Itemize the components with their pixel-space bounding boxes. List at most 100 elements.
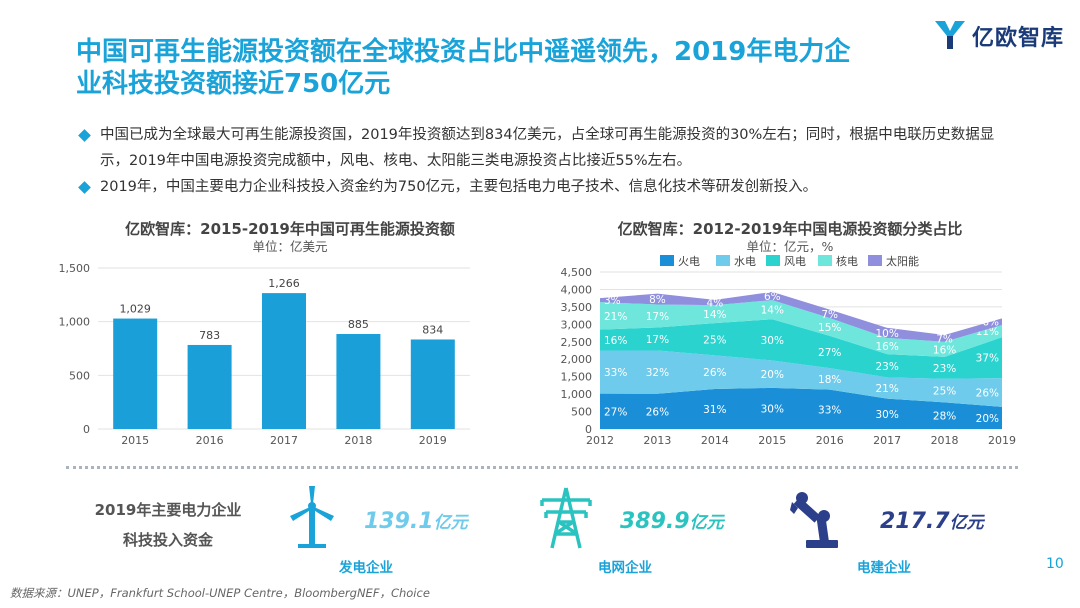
area-chart-x-tick-label: 2015	[758, 434, 786, 447]
area-chart-data-label: 32%	[646, 367, 669, 379]
area-chart-data-label: 33%	[604, 367, 627, 379]
area-chart-data-label: 31%	[703, 404, 726, 416]
area-chart-data-label: 8%	[649, 294, 666, 306]
bar-chart-bar	[187, 344, 232, 429]
area-chart-data-label: 27%	[604, 406, 627, 418]
investment-value-unit: 亿元	[949, 513, 984, 533]
diamond-bullet-icon	[78, 129, 91, 142]
area-chart-data-label: 7%	[936, 333, 953, 345]
investment-label-line1: 2019年主要电力企业	[94, 501, 242, 519]
area-chart-data-label: 30%	[875, 409, 898, 421]
investment-value-number: 389.9	[620, 509, 690, 534]
investment-value-unit: 亿元	[689, 513, 724, 533]
investment-name: 发电企业	[339, 560, 393, 576]
bar-chart-bar	[262, 293, 306, 429]
area-chart-unit: 单位：亿元，%	[746, 239, 834, 254]
area-chart-data-label: 20%	[976, 413, 999, 425]
area-chart-data-label: 25%	[703, 334, 726, 346]
area-chart-data-label: 17%	[646, 334, 669, 346]
area-chart-data-label: 23%	[933, 363, 956, 375]
bar-chart-y-tick-label: 500	[69, 369, 90, 382]
area-chart-data-label: 21%	[875, 383, 898, 395]
area-chart-data-label: 16%	[875, 341, 898, 353]
area-chart-data-label: 25%	[933, 386, 956, 398]
investment-value: 389.9亿元	[620, 508, 724, 534]
area-chart-y-tick-label: 1,000	[561, 388, 593, 401]
area-chart-data-label: 37%	[976, 353, 999, 365]
area-chart-data-label: 26%	[703, 367, 726, 379]
area-chart-legend-label: 太阳能	[886, 254, 919, 268]
bar-chart-data-label: 1,029	[119, 303, 151, 316]
area-chart-x-tick-label: 2013	[643, 434, 671, 447]
area-chart-legend-label: 风电	[784, 255, 806, 268]
bullet-item: 2019年，中国主要电力企业科技投入资金约为750亿元，主要包括电力电子技术、信…	[76, 174, 1016, 200]
bar-chart-x-tick-label: 2016	[196, 434, 224, 447]
bullet-item: 中国已成为全球最大可再生能源投资国，2019年投资额达到834亿美元，占全球可再…	[76, 122, 1016, 174]
area-chart-y-tick-label: 4,500	[561, 266, 593, 279]
bar-chart-title: 亿欧智库：2015-2019年中国可再生能源投资额	[125, 220, 455, 238]
bar-chart-data-label: 834	[422, 323, 443, 336]
investment-label: 2019年主要电力企业 科技投入资金	[80, 495, 256, 555]
page-number: 10	[1046, 556, 1064, 572]
area-chart-data-label: 11%	[976, 326, 999, 338]
investment-value-number: 217.7	[880, 509, 950, 534]
area-chart-data-label: 17%	[646, 311, 669, 323]
bullet-list: 中国已成为全球最大可再生能源投资国，2019年投资额达到834亿美元，占全球可再…	[76, 122, 1016, 200]
section-divider	[66, 466, 1018, 469]
area-chart-legend-swatch	[660, 255, 674, 266]
area-chart-x-tick-label: 2016	[816, 434, 844, 447]
area-chart-legend-swatch	[868, 255, 882, 266]
area-chart-data-label: 6%	[764, 291, 781, 303]
area-chart-legend-label: 核电	[836, 254, 858, 268]
area-chart-y-tick-label: 0	[585, 423, 592, 436]
investment-label-line2: 科技投入资金	[122, 531, 213, 549]
area-chart-data-label: 28%	[933, 411, 956, 423]
area-chart-legend-label: 水电	[734, 255, 756, 268]
area-chart-series-area	[600, 300, 1002, 357]
area-chart-data-label: 16%	[933, 344, 956, 356]
area-chart-data-label: 23%	[875, 361, 898, 373]
area-chart-data-label: 26%	[646, 406, 669, 418]
area-chart-y-tick-label: 2,000	[561, 353, 593, 366]
area-chart-y-tick-label: 500	[571, 406, 592, 419]
investment-name: 电网企业	[598, 560, 652, 576]
area-chart-data-label: 14%	[703, 309, 726, 321]
bar-chart-x-tick-label: 2015	[121, 434, 149, 447]
area-chart-data-label: 33%	[818, 404, 841, 416]
area-chart-data-label: 16%	[604, 335, 627, 347]
bar-chart-data-label: 885	[348, 318, 369, 331]
area-chart-data-label: 3%	[604, 295, 621, 307]
bar-chart-bar	[410, 339, 455, 429]
area-chart-data-label: 18%	[818, 374, 841, 386]
area-chart-data-label: 7%	[821, 309, 838, 321]
area-chart-y-tick-label: 3,000	[561, 318, 593, 331]
area-chart-data-label: 6%	[982, 317, 999, 329]
area-chart-x-tick-label: 2012	[586, 434, 614, 447]
area-chart-x-tick-label: 2017	[873, 434, 901, 447]
area-chart-y-tick-label: 2,500	[561, 336, 593, 349]
area-chart-x-tick-label: 2019	[988, 434, 1016, 447]
area-chart-data-label: 14%	[761, 305, 784, 317]
data-source: 数据来源：UNEP，Frankfurt School-UNEP Centre，B…	[10, 586, 430, 600]
bar-chart-y-tick-label: 0	[83, 423, 90, 436]
area-chart-data-label: 27%	[818, 347, 841, 359]
bar-chart-y-tick-label: 1,500	[59, 262, 91, 275]
bullet-text: 2019年，中国主要电力企业科技投入资金约为750亿元，主要包括电力电子技术、信…	[100, 179, 818, 195]
bar-chart-data-label: 783	[199, 329, 220, 342]
investment-value-number: 139.1	[364, 509, 434, 534]
wind-turbine-icon	[290, 486, 334, 548]
area-chart-data-label: 30%	[761, 335, 784, 347]
power-tower-icon	[540, 487, 592, 549]
brand-logo-text: 亿欧智库	[972, 26, 1065, 51]
area-chart-y-tick-label: 1,500	[561, 371, 593, 384]
robot-arm-icon	[790, 492, 838, 548]
area-chart-legend-swatch	[818, 255, 832, 266]
brand-logo-icon	[935, 21, 965, 49]
investment-value-unit: 亿元	[433, 513, 468, 533]
investment-name: 电建企业	[857, 560, 911, 576]
page-title: 中国可再生能源投资额在全球投资占比中遥遥领先，2019年电力企业科技投资额接近7…	[76, 37, 851, 99]
bar-chart-x-tick-label: 2019	[419, 434, 447, 447]
area-chart-data-label: 21%	[604, 311, 627, 323]
bar-chart-x-tick-label: 2017	[270, 434, 298, 447]
bar-chart-x-tick-label: 2018	[344, 434, 372, 447]
